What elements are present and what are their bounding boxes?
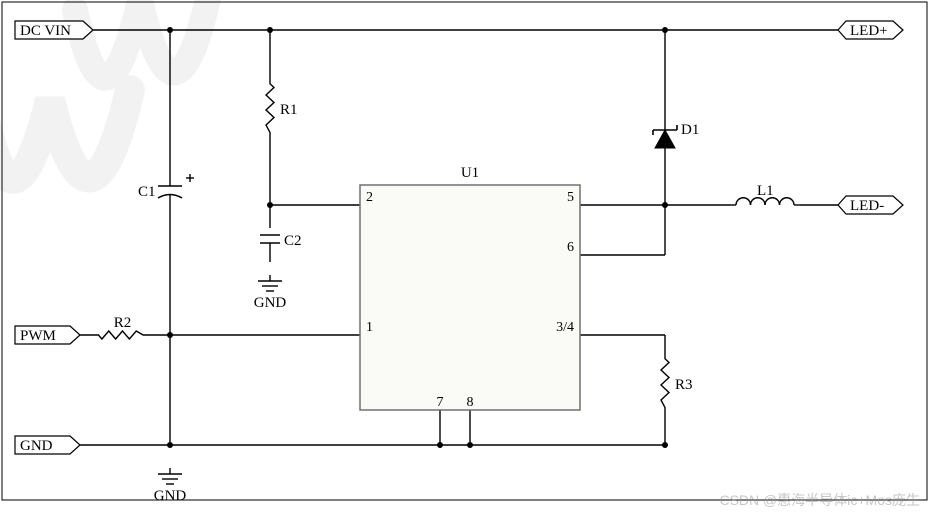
circuit-schematic: DC VIN PWM GND LED+ LED- U1 1 2 5 6 7 8 3/4 R1 R2 R3 C2 C…	[0, 0, 929, 518]
svg-text:U1: U1	[461, 165, 479, 181]
svg-text:GND: GND	[20, 438, 53, 454]
svg-text:R2: R2	[114, 315, 132, 331]
svg-text:5: 5	[567, 190, 574, 205]
svg-text:8: 8	[467, 395, 474, 410]
svg-text:GND: GND	[154, 488, 187, 504]
svg-text:LED-: LED-	[850, 198, 884, 214]
svg-text:CSDN @惠海半导体ic+Mos庞生: CSDN @惠海半导体ic+Mos庞生	[719, 492, 920, 508]
svg-text:PWM: PWM	[20, 328, 56, 344]
svg-text:3/4: 3/4	[556, 320, 574, 335]
svg-text:R1: R1	[280, 102, 298, 118]
svg-text:GND: GND	[254, 295, 287, 311]
chip-u1	[360, 185, 580, 410]
svg-text:2: 2	[366, 190, 373, 205]
svg-text:LED+: LED+	[850, 23, 888, 39]
svg-text:6: 6	[567, 240, 574, 255]
svg-text:C2: C2	[284, 233, 302, 249]
svg-text:C1: C1	[138, 184, 156, 200]
svg-text:DC VIN: DC VIN	[20, 23, 71, 39]
resistor-r1	[266, 80, 274, 140]
svg-text:L1: L1	[757, 183, 774, 199]
resistor-r2	[95, 331, 150, 339]
svg-text:7: 7	[437, 395, 444, 410]
svg-text:1: 1	[366, 320, 373, 335]
svg-text:R3: R3	[675, 377, 693, 393]
resistor-r3	[661, 355, 669, 415]
svg-text:D1: D1	[681, 122, 699, 138]
